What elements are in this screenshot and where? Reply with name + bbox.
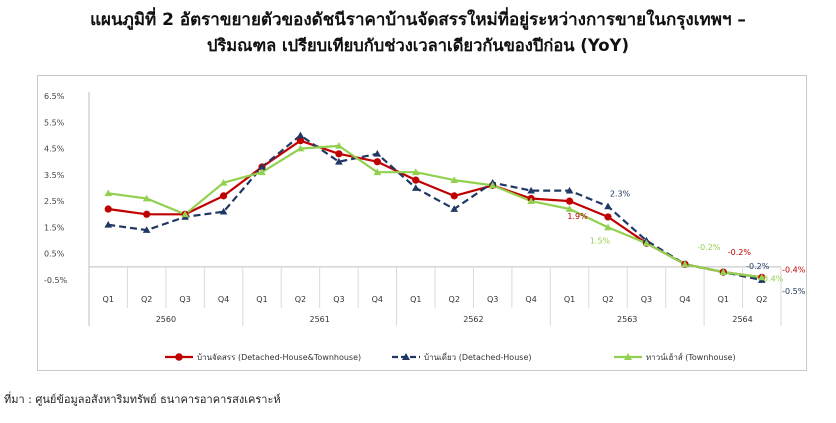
series-2-point [181,210,189,218]
quarter-label: Q1 [103,295,114,304]
quarter-label: Q2 [756,295,767,304]
series-line-0 [108,139,762,279]
chart-title-line-2: ปริมณฑล เปรียบเทียบกับช่วงเวลาเดียวกันขอ… [206,36,630,55]
quarter-label: Q2 [295,295,306,304]
quarter-label: Q2 [449,295,460,304]
data-label: -0.2% [697,243,721,252]
year-label: 2560 [156,315,176,324]
data-label: 2.3% [610,189,631,198]
data-label: -0.5% [782,287,806,296]
series-0-point [565,197,574,205]
quarter-label: Q3 [487,295,498,304]
series-2-point [757,273,766,281]
series-1-point [296,131,305,139]
quarter-label: Q4 [372,295,383,304]
y-tick-label: 2.5% [44,197,65,206]
series-0-point [219,192,228,200]
series-2-point [565,205,574,212]
series-2-point [142,194,151,202]
series-2-point [258,168,266,176]
quarter-label: Q3 [179,295,190,304]
series-1-point [219,207,228,215]
quarter-label: Q4 [679,295,690,304]
series-1-point [411,184,420,191]
quarter-label: Q3 [641,295,652,304]
series-1-point [335,157,343,165]
series-2-point [411,168,420,176]
legend-marker-1 [402,353,410,360]
series-0-point [296,137,305,145]
quarter-label: Q2 [602,295,613,304]
series-2-point [488,181,497,189]
data-label: -0.2% [728,248,752,257]
series-2-point [681,260,689,268]
series-0-point [450,192,458,200]
series-2-point [373,168,382,176]
series-2-point [296,144,305,152]
y-tick-label: 6.5% [44,92,65,101]
quarter-label: Q2 [141,295,152,304]
year-label: 2564 [732,315,752,324]
legend-label: บ้านเดี่ยว (Detached-House) [424,351,531,362]
series-1-point [258,163,266,170]
series-0-point [373,158,381,166]
series-2-point [219,178,228,186]
data-label: 1.5% [590,236,611,245]
quarter-label: Q3 [333,295,344,304]
quarter-label: Q4 [525,295,536,304]
series-1-point [142,226,151,233]
quarter-label: Q1 [256,295,267,304]
year-label: 2562 [463,315,483,324]
legend-label: บ้านจัดสรร (Detached-House&Townhouse) [197,353,361,362]
data-label: -0.2% [746,262,770,271]
series-1-point [604,202,612,210]
series-1-point [450,205,459,212]
series-1-point [373,150,382,157]
series-2-point [104,189,113,197]
y-tick-label: 3.5% [44,171,65,180]
quarter-label: Q1 [410,295,421,304]
quarter-label: Q1 [564,295,575,304]
y-tick-label: 5.5% [44,118,65,127]
series-1-point [527,186,535,194]
y-tick-label: -0.5% [44,276,68,285]
series-1-point [565,186,574,194]
data-label: -0.4% [782,265,806,274]
series-2-point [335,142,343,149]
quarter-label: Q4 [218,295,229,304]
series-0-point [412,176,420,184]
legend-label: ทาวน์เฮ้าส์ (Townhouse) [646,352,736,362]
series-line-2 [108,144,762,279]
data-label: 1.9% [567,212,588,221]
y-tick-label: 0.5% [44,250,65,259]
series-1-point [104,221,113,228]
legend-marker-0 [175,353,183,361]
series-0-point [104,205,112,213]
quarter-label: Q1 [718,295,729,304]
series-0-point [143,210,151,218]
series-0-point [604,213,612,221]
series-line-1 [108,134,763,282]
chart-frame: 6.5% 5.5% 4.5% 3.5% 2.5% 1.5% 0.5% -0.5% 2560 256… [37,75,807,371]
y-tick-label: 1.5% [44,223,65,232]
y-tick-label: 4.5% [44,145,65,154]
series-0-point [335,150,343,158]
year-label: 2561 [309,315,329,324]
series-2-point [527,197,535,204]
legend-marker-2 [624,353,632,360]
year-label: 2563 [617,315,637,324]
series-2-point [450,176,459,183]
data-label: -0.4% [760,274,784,283]
source-note: ที่มา : ศูนย์ข้อมูลอสังหาริมทรัพย์ ธนาคา… [4,393,281,406]
chart-title-line-1: แผนภูมิที่ 2 อัตราขยายตัวของดัชนีราคาบ้า… [90,10,746,30]
series-2-point [642,239,651,247]
line-chart: 6.5% 5.5% 4.5% 3.5% 2.5% 1.5% 0.5% -0.5% 2560 256… [44,92,806,362]
series-2-point [719,268,728,275]
series-2-point [604,223,612,231]
